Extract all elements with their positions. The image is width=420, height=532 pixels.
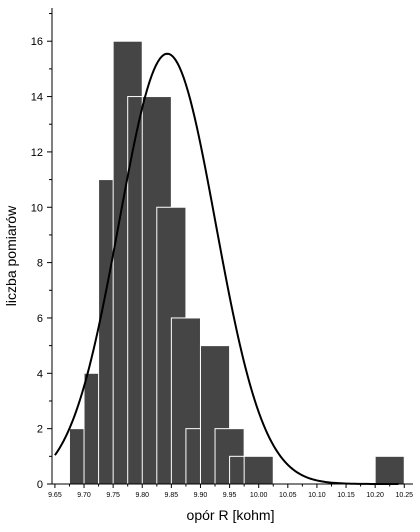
y-tick-label: 10	[31, 202, 43, 214]
x-tick-label: 9.85	[165, 492, 179, 499]
x-axis-ticks: 9.65 9.70 9.75 9.80 9.85 9.90 9.95 10.00 10.05 10…	[48, 484, 413, 499]
y-tick-label: 4	[37, 368, 43, 380]
histogram-bar-13	[243, 455, 274, 485]
x-tick-label: 10.05	[279, 492, 297, 499]
x-tick-label: 10.20	[366, 492, 384, 499]
x-tick-label: 10.25	[396, 492, 414, 499]
x-tick-label: 9.75	[106, 492, 120, 499]
y-tick-label: 12	[31, 147, 43, 159]
histogram-bar-14	[374, 455, 405, 485]
x-tick-label: 10.10	[308, 492, 326, 499]
normal-fit-curve	[54, 52, 399, 485]
x-tick-label: 9.70	[77, 492, 91, 499]
x-tick-label: 10.15	[337, 492, 355, 499]
y-tick-label: 14	[31, 92, 43, 104]
x-tick-label: 9.95	[223, 492, 237, 499]
x-tick-label: 9.80	[135, 492, 149, 499]
x-tick-label: 9.90	[194, 492, 208, 499]
y-tick-label: 0	[37, 479, 43, 491]
y-tick-label: 6	[37, 313, 43, 325]
bar-series	[68, 40, 405, 485]
y-axis-title: liczba pomiarów	[3, 205, 19, 306]
x-axis-title: opór R [kohm]	[187, 507, 275, 523]
y-tick-label: 8	[37, 258, 43, 270]
x-tick-label: 9.65	[48, 492, 62, 499]
y-axis-ticks: 0 2 4 6 8 10 12 14 16	[31, 13, 52, 491]
x-tick-label: 10.00	[250, 492, 268, 499]
y-tick-label: 16	[31, 36, 43, 48]
y-tick-label: 2	[37, 424, 43, 436]
